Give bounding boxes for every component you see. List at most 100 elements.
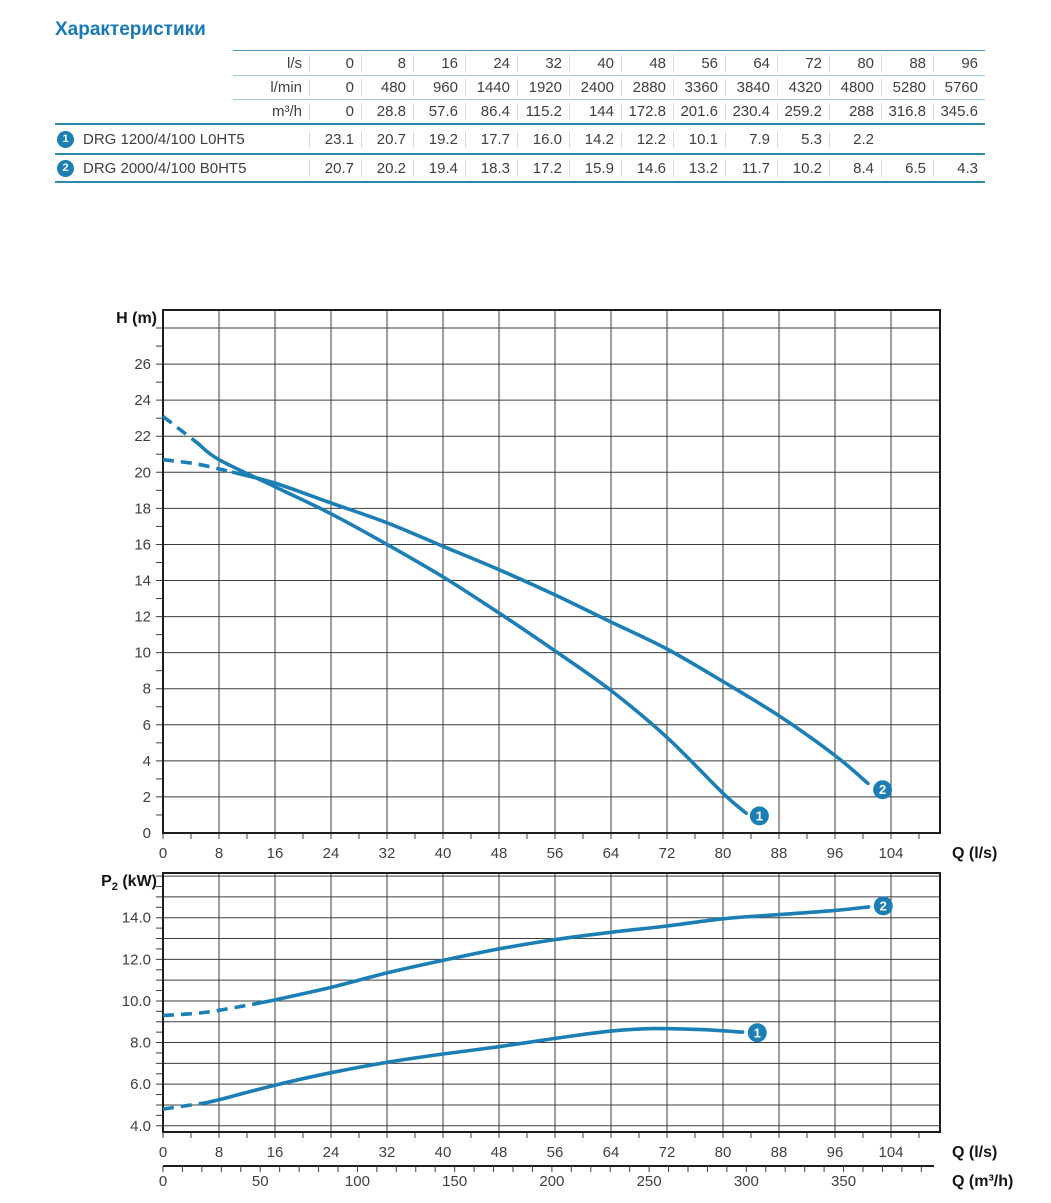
- curve-1-dashed: [161, 414, 200, 445]
- x-tick-label: 56: [547, 845, 564, 862]
- head-value-cell: 14.2: [569, 130, 621, 148]
- head-value-cell: 19.4: [413, 159, 465, 177]
- head-value-cell: 4.3: [933, 159, 985, 177]
- flow-unit-label: l/s: [287, 54, 302, 72]
- flow-value-cell: 64: [725, 54, 777, 72]
- secondary-tick-label: 100: [345, 1173, 370, 1190]
- flow-value-cell: 0: [309, 54, 361, 72]
- x-tick-label: 64: [603, 1144, 620, 1161]
- head-value-cell: 19.2: [413, 130, 465, 148]
- y-tick-label: 4.0: [130, 1118, 151, 1135]
- head-value-cell: 8.4: [829, 159, 881, 177]
- x-tick-label: 0: [159, 845, 167, 862]
- x-tick-label: 8: [215, 845, 223, 862]
- flow-header-block: l/s 0 8 16 24 32 40 48 56 64 72 80 88 96 l/min 0 480 960 1…: [233, 50, 985, 123]
- x-tick-label: 48: [491, 1144, 508, 1161]
- y-tick-label: 12.0: [122, 951, 151, 968]
- flow-value-cell: 0: [309, 103, 361, 120]
- curve-2-badge: [873, 780, 893, 800]
- x-tick-label: 96: [827, 1144, 844, 1161]
- head-value-cell: 12.2: [621, 130, 673, 148]
- secondary-tick-label: 300: [734, 1173, 759, 1190]
- flow-value-cell: 288: [829, 103, 881, 120]
- head-value-cell: 5.3: [777, 130, 829, 148]
- y-tick-label: 24: [134, 392, 151, 409]
- pump-model-name: DRG 2000/4/100 B0HT5: [83, 159, 247, 177]
- flow-value-cell: 32: [517, 54, 569, 72]
- x-tick-label: 24: [323, 1144, 340, 1161]
- curve-2-badge-label: 2: [879, 782, 886, 797]
- y-tick-label: 8: [143, 681, 151, 698]
- head-value-cell: 10.1: [673, 130, 725, 148]
- plot-frame: [162, 872, 941, 1133]
- secondary-tick-label: 200: [539, 1173, 564, 1190]
- flow-value-cell: 48: [621, 54, 673, 72]
- flow-value-cell: 960: [413, 79, 465, 96]
- head-value-cell: 20.2: [361, 159, 413, 177]
- head-value-cell: 18.3: [465, 159, 517, 177]
- head-value-cell: 20.7: [361, 130, 413, 148]
- x-tick-label: 32: [379, 845, 396, 862]
- x-tick-label: 72: [659, 845, 676, 862]
- y-tick-label: 8.0: [130, 1035, 151, 1052]
- head-value-cell: 6.5: [881, 159, 933, 177]
- head-value-cell: 11.7: [725, 159, 777, 177]
- curve-2-solid: [252, 905, 871, 1006]
- flow-value-cell: 4800: [829, 79, 881, 96]
- x-tick-label: 104: [878, 1144, 903, 1161]
- x-tick-label: 16: [267, 1144, 284, 1161]
- pump-number-badge: 1: [57, 130, 74, 148]
- head-value-cell: 16.0: [517, 130, 569, 148]
- flow-value-cell: 3840: [725, 79, 777, 96]
- flow-value-cell: 28.8: [361, 103, 413, 120]
- pump-row: 2 DRG 2000/4/100 B0HT5 20.7 20.2 19.4 18.3 17.…: [55, 153, 985, 183]
- x-tick-label: 16: [267, 845, 284, 862]
- flow-value-cell: 72: [777, 54, 829, 72]
- head-value-cell: 7.9: [725, 130, 777, 148]
- head-value-cell: 20.7: [309, 159, 361, 177]
- flow-value-cell: 172.8: [621, 103, 673, 120]
- curve-1-badge: [747, 1023, 767, 1043]
- x-axis-title: Q (l/s): [952, 845, 997, 862]
- flow-header-row: l/min 0 480 960 1440 1920 2400 2880 3360 3840 4320…: [233, 75, 985, 99]
- y-tick-label: 12: [134, 609, 151, 626]
- flow-value-cell: 115.2: [517, 103, 569, 120]
- flow-value-cell: 144: [569, 103, 621, 120]
- flow-value-cell: 56: [673, 54, 725, 72]
- flow-value-cell: 8: [361, 54, 413, 72]
- flow-value-cell: 57.6: [413, 103, 465, 120]
- head-value-cell: 2.2: [829, 130, 881, 148]
- head-value-cell: 17.2: [517, 159, 569, 177]
- flow-value-cell: 1440: [465, 79, 517, 96]
- flow-value-cell: 316.8: [881, 103, 933, 120]
- y-tick-label: 10.0: [122, 993, 151, 1010]
- flow-value-cell: 259.2: [777, 103, 829, 120]
- flow-header-row: m³/h 0 28.8 57.6 86.4 115.2 144 172.8 201.6 230.4…: [233, 99, 985, 123]
- x-tick-label: 48: [491, 845, 508, 862]
- head-value-cell: 13.2: [673, 159, 725, 177]
- y-tick-label: 4: [143, 753, 151, 770]
- y-tick-label: 20: [134, 464, 151, 481]
- flow-value-cell: 24: [465, 54, 517, 72]
- y-axis-title: P2 (kW): [101, 873, 157, 893]
- head-value-cell: 17.7: [465, 130, 517, 148]
- y-axis-title: H (m): [116, 310, 157, 327]
- flow-value-cell: 5760: [933, 79, 985, 96]
- plot-frame: [162, 309, 941, 834]
- flow-value-cell: 5280: [881, 79, 933, 96]
- flow-value-cell: 96: [933, 54, 985, 72]
- x-tick-label: 40: [435, 1144, 452, 1161]
- x-tick-label: 88: [771, 845, 788, 862]
- curve-2-badge: [873, 896, 893, 916]
- curve-1-dashed: [162, 1101, 206, 1111]
- head-value-cell: 23.1: [309, 130, 361, 148]
- curve-1-solid: [203, 1026, 745, 1105]
- pump-row: 1 DRG 1200/4/100 L0HT5 23.1 20.7 19.2 17.7 16.…: [55, 123, 985, 153]
- y-tick-label: 6: [143, 717, 151, 734]
- flow-value-cell: 480: [361, 79, 413, 96]
- flow-value-cell: 40: [569, 54, 621, 72]
- flow-value-cell: 4320: [777, 79, 829, 96]
- y-tick-label: 14.0: [122, 910, 151, 927]
- secondary-tick-label: 150: [442, 1173, 467, 1190]
